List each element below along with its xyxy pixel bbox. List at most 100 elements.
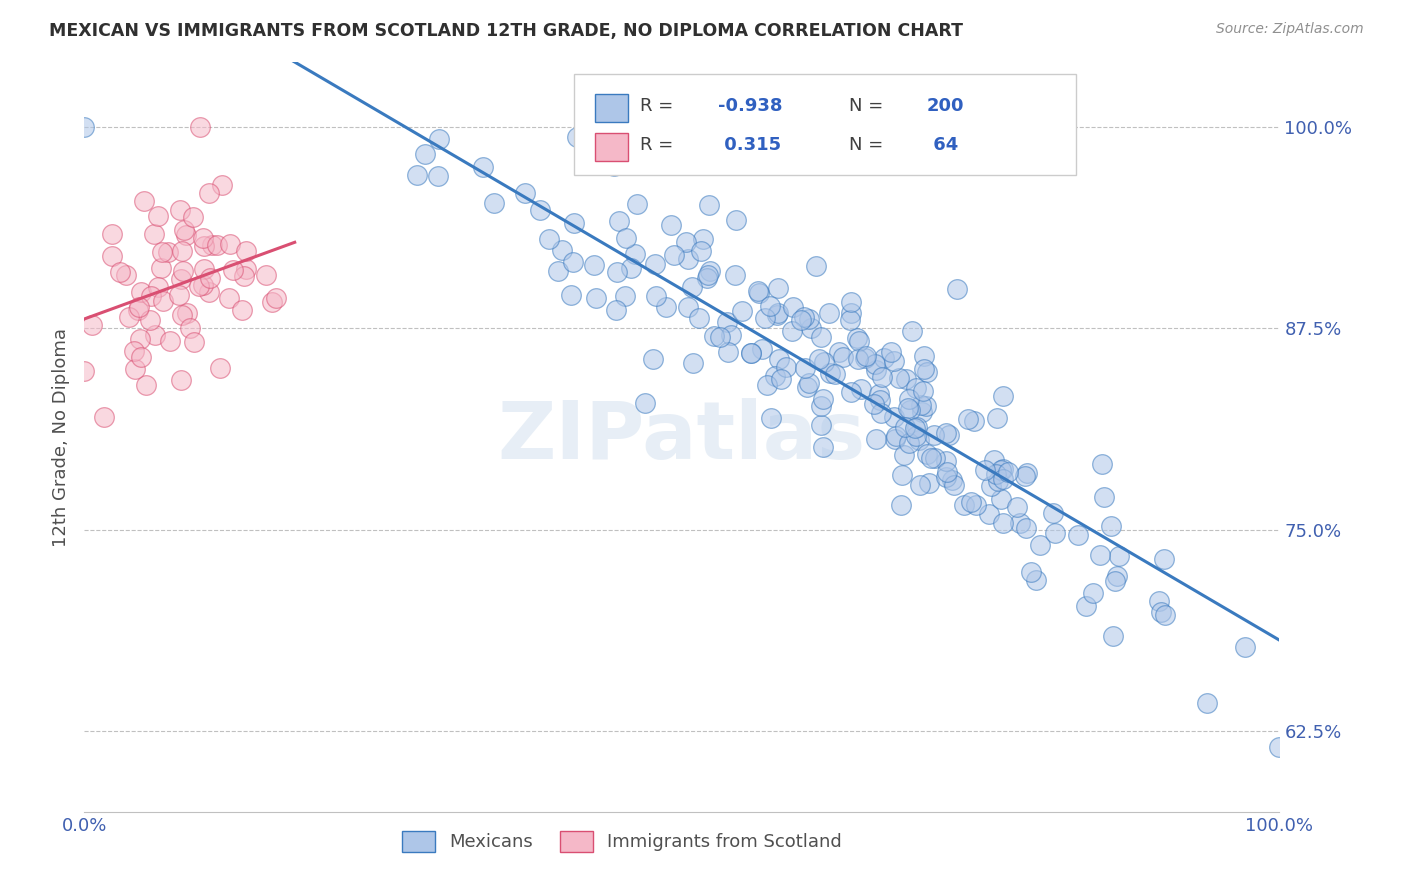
Point — [152, 244, 174, 259]
Point — [1153, 551, 1175, 566]
Point — [93, 409, 115, 424]
Point — [853, 351, 876, 365]
Point — [1042, 506, 1064, 520]
Point — [537, 232, 560, 246]
Point — [974, 463, 997, 477]
Point — [655, 300, 678, 314]
Point — [813, 392, 835, 406]
Point — [82, 318, 104, 332]
Point — [429, 132, 451, 146]
Point — [1015, 467, 1038, 481]
Point — [529, 203, 551, 218]
Point — [547, 263, 569, 277]
Point — [585, 291, 607, 305]
Point — [846, 330, 869, 344]
Point — [759, 411, 782, 425]
Point — [1102, 628, 1125, 642]
Text: R =: R = — [640, 96, 679, 114]
Point — [963, 414, 986, 428]
Point — [793, 310, 815, 324]
Point — [979, 507, 1001, 521]
Point — [754, 310, 776, 325]
Point — [170, 308, 193, 322]
Point — [991, 462, 1014, 476]
Point — [942, 478, 965, 492]
Point — [181, 210, 204, 224]
Point — [983, 453, 1005, 467]
Point — [893, 448, 915, 462]
Point — [198, 186, 221, 201]
Point — [606, 265, 628, 279]
Point — [924, 451, 946, 466]
Point — [839, 313, 862, 327]
Point — [193, 262, 215, 277]
Point — [146, 209, 169, 223]
Point — [262, 295, 284, 310]
Point — [1268, 740, 1291, 755]
Point — [173, 223, 195, 237]
Point — [405, 169, 427, 183]
Point — [724, 213, 747, 227]
Point — [912, 362, 935, 376]
Point — [731, 303, 754, 318]
Point — [620, 261, 643, 276]
Point — [839, 295, 862, 310]
Point — [198, 285, 221, 299]
Point — [101, 249, 124, 263]
Point — [993, 516, 1015, 530]
Point — [905, 420, 928, 434]
Point — [1014, 468, 1036, 483]
Point — [810, 330, 832, 344]
Point — [482, 196, 505, 211]
Point — [740, 346, 762, 360]
Point — [188, 120, 211, 134]
Point — [922, 427, 945, 442]
Point — [813, 354, 835, 368]
Point — [264, 291, 287, 305]
Point — [898, 392, 921, 406]
Bar — [595, 94, 628, 122]
Point — [101, 227, 124, 241]
Point — [198, 271, 221, 285]
Point — [946, 282, 969, 296]
Point — [1195, 696, 1218, 710]
Point — [824, 368, 846, 382]
Point — [118, 310, 141, 324]
Point — [624, 247, 647, 261]
Point — [614, 231, 637, 245]
Point — [696, 271, 718, 285]
Point — [513, 186, 536, 200]
Point — [122, 343, 145, 358]
Point — [176, 306, 198, 320]
Point — [870, 406, 893, 420]
Point — [768, 351, 790, 366]
Point — [868, 387, 890, 401]
Point — [1007, 500, 1029, 514]
Point — [73, 364, 96, 378]
Point — [169, 202, 191, 217]
Text: 0.315: 0.315 — [718, 136, 780, 153]
Point — [1099, 518, 1122, 533]
Point — [191, 277, 214, 292]
Point — [1081, 586, 1104, 600]
Point — [848, 334, 870, 349]
Point — [870, 370, 893, 384]
Point — [820, 366, 842, 380]
Point — [910, 478, 932, 492]
Point — [605, 302, 627, 317]
Point — [759, 299, 782, 313]
Point — [918, 476, 941, 491]
Point — [907, 433, 929, 447]
Point — [936, 465, 959, 479]
Point — [828, 344, 851, 359]
Point — [896, 372, 918, 386]
Point — [751, 342, 773, 356]
Point — [766, 281, 789, 295]
Point — [991, 472, 1014, 486]
Point — [898, 402, 921, 417]
Point — [724, 268, 747, 282]
Text: N =: N = — [849, 136, 889, 153]
Point — [957, 412, 980, 426]
Point — [869, 392, 891, 407]
Point — [763, 369, 786, 384]
